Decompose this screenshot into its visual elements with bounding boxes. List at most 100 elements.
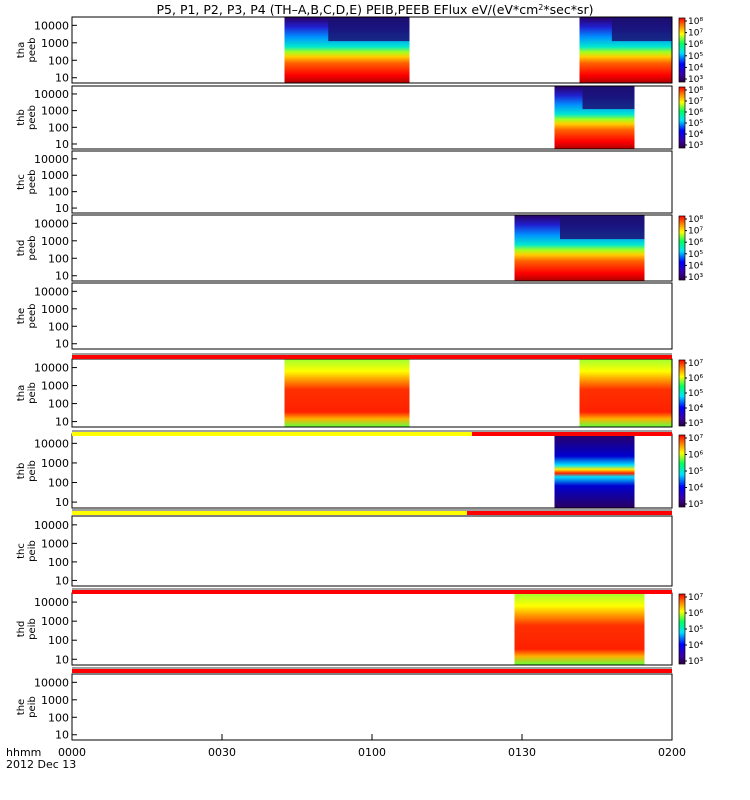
- time-axis: 0000 0030 0100 0130 0200: [58, 734, 686, 759]
- panel-the-peeb: 10000 1000 100 10 thepeeb: [16, 282, 673, 351]
- y-tick-label: 100: [48, 398, 69, 411]
- y-tick-label: 10000: [34, 19, 69, 32]
- colorbar-label: 10³: [688, 141, 703, 151]
- y-tick-label: 1000: [41, 303, 69, 316]
- low-flux-patch: [328, 18, 410, 42]
- colorbar-label: 10³: [688, 500, 703, 510]
- y-tick-label: 10: [55, 72, 69, 85]
- y-tick-label: 100: [48, 252, 69, 265]
- status-segment: [72, 432, 472, 436]
- spectrogram-block: [514, 593, 645, 665]
- colorbar: [678, 215, 686, 281]
- status-segment: [467, 511, 672, 515]
- y-tick-label: 10000: [34, 153, 69, 166]
- y-tick-label: 10: [55, 138, 69, 151]
- panel-the-peib: 10000 1000 100 10 thepeib: [16, 673, 673, 742]
- x-tick-label: 0100: [358, 746, 386, 759]
- y-tick-label: 10000: [34, 217, 69, 230]
- y-tick-label: 10: [55, 338, 69, 351]
- panel-thb-peib: 10000 1000 100 10 thbpeib 10⁷ 10⁶ 10⁵ 10⁴ 10³: [16, 433, 703, 510]
- y-tick-label: 100: [48, 121, 69, 134]
- y-tick-label: 100: [48, 186, 69, 199]
- y-tick-label: 1000: [41, 537, 69, 550]
- y-tick-label: 1000: [41, 169, 69, 182]
- colorbar-label: 10⁷: [688, 593, 703, 603]
- panel-ylabel: thbpeeb: [16, 105, 38, 130]
- panel-stack: 10000100010010thapeeb10⁸10⁷10⁶10⁵10⁴10³1…: [16, 16, 703, 742]
- x-tick-label: 0030: [208, 746, 236, 759]
- colorbar: [678, 434, 686, 508]
- colorbar-label: 10⁷: [688, 434, 703, 444]
- colorbar-label: 10⁷: [688, 227, 703, 237]
- panel-ylabel: thdpeib: [16, 618, 38, 640]
- spectrogram-block: [579, 359, 672, 427]
- panel-frame: [71, 515, 673, 587]
- spectrogram-block: [554, 434, 635, 508]
- y-tick-label: 100: [48, 477, 69, 490]
- y-tick-label: 10: [55, 653, 69, 666]
- colorbar-label: 10⁶: [688, 108, 703, 118]
- panel-thc-peeb: 10000 1000 100 10 thcpeeb: [16, 150, 673, 215]
- status-segment: [72, 669, 672, 673]
- x-tick-label: 0000: [58, 746, 86, 759]
- y-tick-label: 1000: [41, 235, 69, 248]
- colorbar-label: 10³: [688, 75, 703, 85]
- y-tick-label: 10000: [34, 596, 69, 609]
- colorbar-label: 10⁵: [688, 467, 703, 477]
- colorbar-label: 10⁴: [688, 63, 703, 73]
- y-tick-label: 10000: [34, 285, 69, 298]
- y-tick-label: 10: [55, 496, 69, 509]
- colorbar: [678, 359, 686, 427]
- status-segment: [472, 432, 672, 436]
- colorbar: [678, 593, 686, 665]
- panel-frame: [71, 150, 673, 214]
- colorbar: [678, 17, 686, 83]
- y-tick-label: 10: [55, 270, 69, 283]
- panel-ylabel: thapeeb: [16, 38, 38, 63]
- colorbar-label: 10⁵: [688, 625, 703, 635]
- date-label: 2012 Dec 13: [6, 758, 76, 771]
- y-tick-label: 100: [48, 634, 69, 647]
- colorbar: [678, 86, 686, 149]
- status-segment: [72, 355, 672, 359]
- colorbar-label: 10⁵: [688, 250, 703, 260]
- y-tick-label: 10000: [34, 437, 69, 450]
- colorbar-label: 10⁸: [688, 86, 703, 96]
- colorbar-label: 10³: [688, 273, 703, 283]
- colorbar-label: 10⁴: [688, 484, 703, 494]
- y-tick-label: 10: [55, 729, 69, 742]
- colorbar-label: 10⁶: [688, 451, 703, 461]
- panel-ylabel: thdpeeb: [16, 236, 38, 261]
- colorbar-label: 10⁴: [688, 130, 703, 140]
- spectrogram-block: [284, 359, 410, 427]
- figure-title: P5, P1, P2, P3, P4 (TH–A,B,C,D,E) PEIB,P…: [157, 2, 594, 17]
- y-tick-label: 10: [55, 416, 69, 429]
- y-tick-label: 1000: [41, 457, 69, 470]
- colorbar-label: 10⁵: [688, 119, 703, 129]
- colorbar-label: 10⁶: [688, 40, 703, 50]
- colorbar-label: 10⁷: [688, 29, 703, 39]
- status-segment: [72, 511, 467, 515]
- y-tick-label: 100: [48, 556, 69, 569]
- colorbar-label: 10⁸: [688, 17, 703, 27]
- panel-thd-peib: 10000 1000 100 10 thdpeib 10⁷ 10⁶ 10⁵ 10⁴ 10³: [16, 592, 703, 667]
- panel-ylabel: thepeib: [16, 696, 38, 718]
- colorbar-label: 10⁸: [688, 215, 703, 225]
- panel-frame: [71, 214, 673, 282]
- status-segment: [72, 590, 672, 594]
- x-tick-label: 0130: [508, 746, 536, 759]
- colorbar-label: 10⁶: [688, 609, 703, 619]
- colorbar-label: 10⁴: [688, 641, 703, 651]
- y-tick-label: 1000: [41, 694, 69, 707]
- panel-ylabel: thcpeib: [16, 540, 38, 562]
- y-tick-label: 100: [48, 54, 69, 67]
- y-tick-label: 10000: [34, 88, 69, 101]
- y-tick-label: 1000: [41, 380, 69, 393]
- colorbar-label: 10⁶: [688, 238, 703, 248]
- y-tick-label: 1000: [41, 105, 69, 118]
- y-tick-label: 10000: [34, 519, 69, 532]
